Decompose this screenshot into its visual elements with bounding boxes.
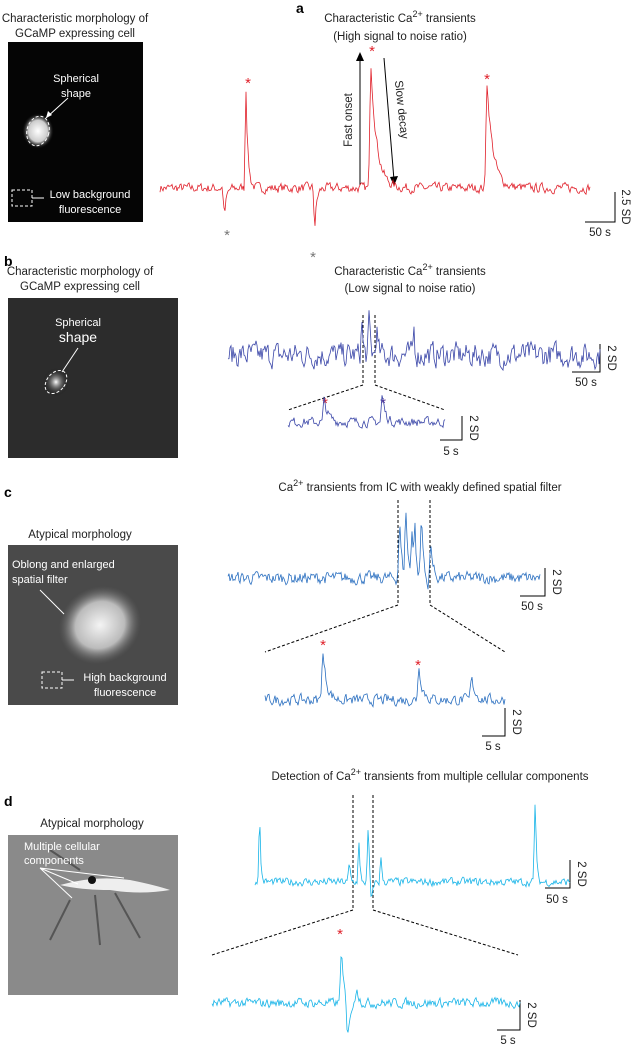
image-label: shape: [61, 88, 91, 100]
morph-title: Atypical morphology: [40, 818, 144, 830]
morph-title: GCaMP expressing cell: [15, 28, 135, 40]
trace: [159, 68, 591, 226]
asterisk: *: [320, 637, 326, 654]
asterisk: *: [415, 657, 421, 674]
asterisk: *: [310, 249, 316, 266]
arrow-label: Slow decay: [392, 80, 410, 140]
outline: [44, 369, 68, 395]
outline: [26, 115, 50, 147]
asterisk: *: [484, 71, 490, 88]
image-label: Oblong and enlarged: [12, 559, 115, 571]
scale-label: 50 s: [521, 601, 543, 613]
panel-label: d: [4, 793, 13, 809]
scale-label: 2 SD: [510, 709, 522, 735]
trace: [264, 653, 506, 708]
morph-title: Characteristic morphology of: [2, 13, 149, 25]
cell: [43, 368, 69, 396]
trace: [211, 955, 521, 1033]
asterisk: *: [245, 75, 251, 92]
image-label: Spherical: [53, 73, 99, 85]
scale-label: 5 s: [485, 741, 501, 753]
scale-label: 50 s: [575, 377, 597, 389]
zoom-lines: [211, 795, 519, 956]
image-label: Multiple cellular: [24, 841, 100, 853]
zoom-lines: [264, 500, 506, 653]
arrow-label: Fast onset: [343, 92, 355, 146]
panel-label: b: [4, 253, 13, 269]
asterisk: *: [337, 926, 343, 943]
asterisk: *: [224, 227, 230, 244]
asterisk: *: [380, 395, 386, 412]
image-label: fluorescence: [94, 687, 156, 699]
panel-label: c: [4, 484, 12, 500]
trace-title: Ca2+ transients from IC with weakly defi…: [278, 478, 561, 494]
cell: [88, 876, 96, 884]
trace: [287, 395, 446, 429]
image-label: Low background: [50, 189, 131, 201]
scale-label: 2 SD: [525, 1002, 537, 1028]
arrow: [39, 867, 125, 899]
scale-label: 5 s: [500, 1035, 516, 1047]
trace-subtitle: (High signal to noise ratio): [333, 31, 467, 43]
scale-label: 2.5 SD: [619, 189, 631, 224]
cell: [58, 585, 142, 665]
scale-bar: [440, 416, 463, 441]
scale-label: 50 s: [546, 894, 568, 906]
image-label: spatial filter: [12, 574, 68, 586]
image-label: Spherical: [55, 317, 101, 329]
zoom-lines: [287, 315, 446, 411]
cell-image: [8, 835, 178, 995]
trace-title: Characteristic Ca2+ transients: [334, 262, 486, 278]
trace-title: Characteristic Ca2+ transients: [324, 9, 476, 25]
arrow: [39, 589, 65, 615]
scale-bar: [497, 1000, 521, 1031]
trace: [254, 804, 571, 898]
arrow: [61, 347, 79, 373]
panel-label: a: [296, 0, 304, 16]
scale-label: 5 s: [443, 446, 459, 458]
scale-bar: [520, 568, 546, 597]
scale-label: 2 SD: [605, 345, 617, 371]
arrow: [383, 57, 395, 181]
scale-bar: [482, 708, 506, 737]
arrowhead: [390, 176, 398, 186]
scale-label: 50 s: [589, 227, 611, 239]
morph-title: Characteristic morphology of: [7, 266, 154, 278]
cell-image: [8, 298, 178, 458]
morph-title: Atypical morphology: [28, 529, 132, 541]
arrowhead: [356, 52, 364, 61]
scale-bar: [545, 860, 571, 889]
trace-subtitle: (Low signal to noise ratio): [344, 283, 475, 295]
asterisk: *: [369, 43, 375, 60]
process: [49, 849, 141, 946]
scale-label: 2 SD: [575, 861, 587, 887]
scale-label: 2 SD: [550, 569, 562, 595]
scale-label: 2 SD: [467, 415, 479, 441]
trace: [227, 512, 541, 590]
arrowhead: [46, 111, 52, 118]
image-label: shape: [59, 329, 97, 345]
cell: [60, 878, 170, 893]
morph-title: GCaMP expressing cell: [20, 281, 140, 293]
trace: [227, 310, 601, 372]
image-label: fluorescence: [59, 204, 121, 216]
image-label: components: [24, 855, 84, 867]
image-label: High background: [83, 672, 166, 684]
trace-title: Detection of Ca2+ transients from multip…: [271, 767, 588, 783]
scale-bar: [585, 192, 616, 223]
